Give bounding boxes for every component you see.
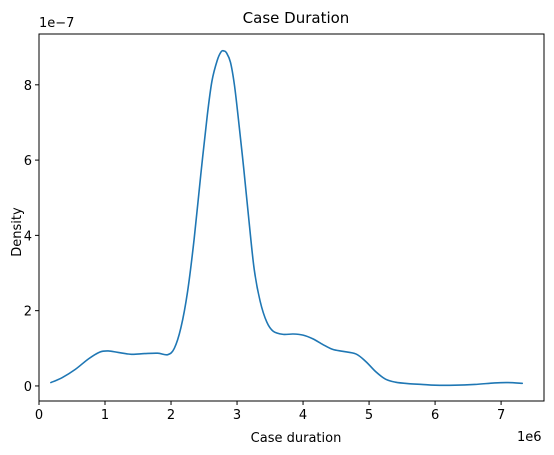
x-multiplier-label: 1e6	[517, 430, 542, 445]
y-multiplier-label: 1e−7	[39, 16, 74, 31]
x-tick-label: 3	[233, 408, 241, 423]
axis-ticks: 0 1 2 3 4 5 6 7 0 2 4 6 8	[24, 79, 506, 423]
y-axis-label: Density	[10, 207, 25, 257]
x-axis-label: Case duration	[251, 431, 342, 446]
x-tick-label: 6	[431, 408, 439, 423]
x-tick-label: 7	[497, 408, 505, 423]
y-tick-label: 2	[24, 305, 32, 320]
x-tick-label: 5	[365, 408, 373, 423]
chart-title: Case Duration	[243, 9, 350, 27]
y-tick-label: 4	[24, 229, 32, 244]
x-tick-label: 4	[299, 408, 307, 423]
plot-frame	[38, 33, 545, 402]
x-tick-label: 2	[167, 408, 175, 423]
x-tick-label: 1	[101, 408, 109, 423]
y-tick-label: 0	[24, 380, 32, 395]
density-line	[50, 49, 524, 387]
x-tick-label: 0	[35, 408, 43, 423]
y-tick-label: 8	[24, 79, 32, 94]
y-tick-label: 6	[24, 154, 32, 169]
